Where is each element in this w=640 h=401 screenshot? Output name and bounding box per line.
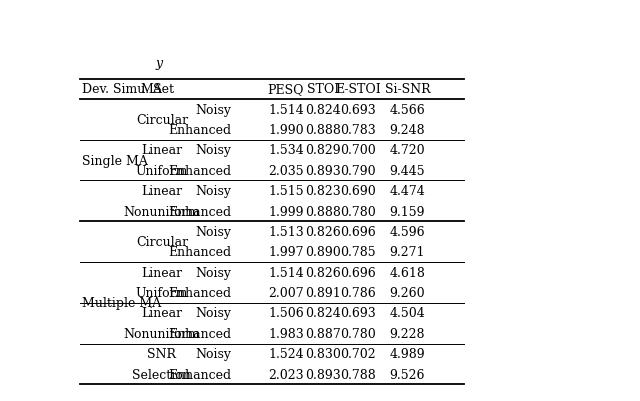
Text: Linear: Linear	[141, 185, 182, 198]
Text: 9.228: 9.228	[390, 328, 425, 341]
Text: 9.248: 9.248	[390, 124, 425, 137]
Text: 0.891: 0.891	[305, 287, 341, 300]
Text: 0.893: 0.893	[305, 369, 341, 382]
Text: Noisy: Noisy	[195, 144, 231, 158]
Text: 0.824: 0.824	[305, 104, 341, 117]
Text: Enhanced: Enhanced	[168, 124, 231, 137]
Text: 4.474: 4.474	[390, 185, 425, 198]
Text: Nonuniform: Nonuniform	[124, 206, 200, 219]
Text: Noisy: Noisy	[195, 185, 231, 198]
Text: STOI: STOI	[307, 83, 339, 96]
Text: 0.696: 0.696	[340, 226, 376, 239]
Text: 4.596: 4.596	[390, 226, 425, 239]
Text: 0.780: 0.780	[340, 328, 376, 341]
Text: y: y	[156, 57, 163, 71]
Text: PESQ: PESQ	[268, 83, 304, 96]
Text: Circular: Circular	[136, 114, 188, 127]
Text: 4.504: 4.504	[390, 308, 425, 320]
Text: 0.693: 0.693	[340, 104, 376, 117]
Text: 0.700: 0.700	[340, 144, 376, 158]
Text: 9.159: 9.159	[390, 206, 425, 219]
Text: 0.888: 0.888	[305, 206, 341, 219]
Text: 0.824: 0.824	[305, 308, 341, 320]
Text: 2.023: 2.023	[268, 369, 303, 382]
Text: 0.785: 0.785	[340, 246, 376, 259]
Text: E-STOI: E-STOI	[335, 83, 381, 96]
Text: 4.566: 4.566	[390, 104, 425, 117]
Text: Noisy: Noisy	[195, 226, 231, 239]
Text: SNR: SNR	[147, 348, 177, 361]
Text: 4.989: 4.989	[390, 348, 425, 361]
Text: Noisy: Noisy	[195, 104, 231, 117]
Text: 0.887: 0.887	[305, 328, 341, 341]
Text: Linear: Linear	[141, 267, 182, 280]
Text: Enhanced: Enhanced	[168, 369, 231, 382]
Text: Noisy: Noisy	[195, 308, 231, 320]
Text: 0.788: 0.788	[340, 369, 376, 382]
Text: 0.890: 0.890	[305, 246, 341, 259]
Text: MA: MA	[140, 83, 162, 96]
Text: Circular: Circular	[136, 236, 188, 249]
Text: Noisy: Noisy	[195, 267, 231, 280]
Text: 2.007: 2.007	[268, 287, 303, 300]
Text: 1.990: 1.990	[268, 124, 303, 137]
Text: 0.826: 0.826	[305, 226, 341, 239]
Text: 9.526: 9.526	[390, 369, 425, 382]
Text: 1.983: 1.983	[268, 328, 304, 341]
Text: 4.618: 4.618	[389, 267, 426, 280]
Text: Linear: Linear	[141, 144, 182, 158]
Text: 0.888: 0.888	[305, 124, 341, 137]
Text: 0.893: 0.893	[305, 165, 341, 178]
Text: 0.786: 0.786	[340, 287, 376, 300]
Text: 0.830: 0.830	[305, 348, 341, 361]
Text: 0.702: 0.702	[340, 348, 376, 361]
Text: 2.035: 2.035	[268, 165, 303, 178]
Text: 0.823: 0.823	[305, 185, 341, 198]
Text: 1.515: 1.515	[268, 185, 303, 198]
Text: Enhanced: Enhanced	[168, 287, 231, 300]
Text: Multiple MA: Multiple MA	[83, 297, 162, 310]
Text: Noisy: Noisy	[195, 348, 231, 361]
Text: Uniform: Uniform	[136, 287, 188, 300]
Text: 0.696: 0.696	[340, 267, 376, 280]
Text: 0.780: 0.780	[340, 206, 376, 219]
Text: Nonuniform: Nonuniform	[124, 328, 200, 341]
Text: Enhanced: Enhanced	[168, 246, 231, 259]
Text: 0.826: 0.826	[305, 267, 341, 280]
Text: 1.506: 1.506	[268, 308, 304, 320]
Text: 9.260: 9.260	[390, 287, 425, 300]
Text: Dev. Simu. Set: Dev. Simu. Set	[83, 83, 175, 96]
Text: 9.271: 9.271	[390, 246, 425, 259]
Text: 1.534: 1.534	[268, 144, 304, 158]
Text: 0.690: 0.690	[340, 185, 376, 198]
Text: 0.693: 0.693	[340, 308, 376, 320]
Text: 1.514: 1.514	[268, 267, 304, 280]
Text: 1.514: 1.514	[268, 104, 304, 117]
Text: 1.997: 1.997	[268, 246, 303, 259]
Text: 0.829: 0.829	[305, 144, 341, 158]
Text: 1.524: 1.524	[268, 348, 303, 361]
Text: 4.720: 4.720	[390, 144, 425, 158]
Text: 0.783: 0.783	[340, 124, 376, 137]
Text: Single MA: Single MA	[83, 155, 148, 168]
Text: Linear: Linear	[141, 308, 182, 320]
Text: Enhanced: Enhanced	[168, 328, 231, 341]
Text: 0.790: 0.790	[340, 165, 376, 178]
Text: 1.999: 1.999	[268, 206, 303, 219]
Text: Uniform: Uniform	[136, 165, 188, 178]
Text: Si-SNR: Si-SNR	[385, 83, 430, 96]
Text: 9.445: 9.445	[390, 165, 425, 178]
Text: 1.513: 1.513	[268, 226, 304, 239]
Text: Selection: Selection	[132, 369, 191, 382]
Text: Enhanced: Enhanced	[168, 165, 231, 178]
Text: Enhanced: Enhanced	[168, 206, 231, 219]
